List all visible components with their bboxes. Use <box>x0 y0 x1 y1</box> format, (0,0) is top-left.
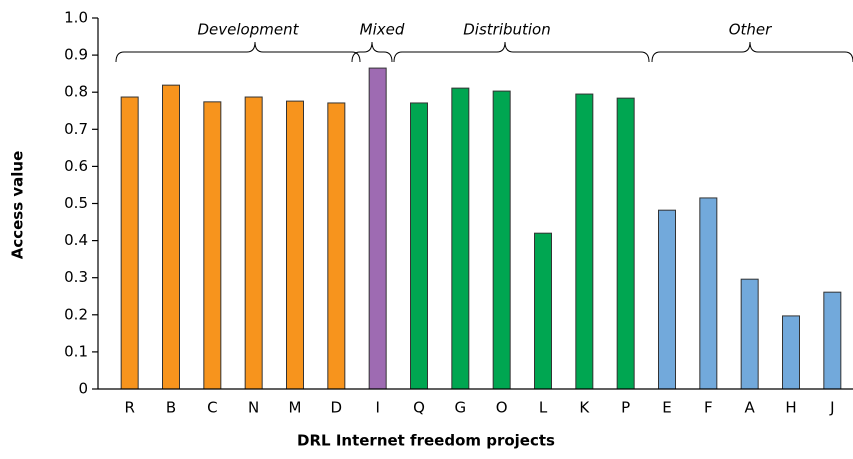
x-tick-label: D <box>331 399 343 417</box>
x-tick-label: A <box>745 399 756 417</box>
bar <box>492 90 511 390</box>
group-brace <box>115 41 361 63</box>
bar <box>120 96 139 390</box>
x-tick-label: N <box>248 399 259 417</box>
x-tick-label: L <box>539 399 548 417</box>
y-tick-label: 0.2 <box>64 305 88 323</box>
bar <box>244 96 263 390</box>
bar <box>368 67 387 390</box>
bar <box>327 102 346 390</box>
bar <box>451 87 470 390</box>
x-tick-label: F <box>704 399 713 417</box>
bar <box>575 93 594 390</box>
bar <box>740 278 759 390</box>
group-brace <box>393 41 650 63</box>
bar <box>782 315 800 390</box>
y-tick-label: 0.5 <box>64 194 88 212</box>
y-tick-label: 0 <box>78 380 88 398</box>
x-tick-label: Q <box>413 399 425 417</box>
group-label: Mixed <box>360 21 405 39</box>
x-tick-label: C <box>207 399 217 417</box>
x-tick-label: G <box>455 399 467 417</box>
x-tick-label: M <box>289 399 302 417</box>
group-label: Distribution <box>463 21 551 39</box>
bar <box>410 102 428 390</box>
x-tick-label: P <box>621 399 630 417</box>
x-tick-label: E <box>662 399 671 417</box>
bar <box>658 209 676 390</box>
group-label: Other <box>729 21 772 39</box>
x-tick-label: I <box>375 399 379 417</box>
bar <box>699 197 718 390</box>
y-tick-label: 1.0 <box>64 9 88 27</box>
bar <box>823 291 842 390</box>
x-tick-label: J <box>829 399 834 417</box>
y-tick-label: 0.4 <box>64 231 88 249</box>
x-tick-label: K <box>579 399 590 417</box>
x-tick-label: R <box>124 399 134 417</box>
bar <box>162 84 180 390</box>
bar <box>286 100 304 390</box>
x-tick-label: O <box>496 399 508 417</box>
y-tick-label: 0.1 <box>64 342 88 360</box>
y-tick-label: 0.8 <box>64 83 88 101</box>
group-brace <box>651 41 853 63</box>
x-tick-label: B <box>166 399 176 417</box>
group-brace <box>351 41 393 63</box>
y-tick-label: 0.3 <box>64 268 88 286</box>
y-tick-label: 0.6 <box>64 157 88 175</box>
y-tick-label: 0.9 <box>64 46 88 64</box>
bar <box>534 232 552 390</box>
y-tick-label: 0.7 <box>64 120 88 138</box>
y-axis-label: Access value <box>9 151 27 260</box>
x-tick-label: H <box>785 399 796 417</box>
bar <box>203 101 222 390</box>
bar <box>616 97 635 390</box>
x-axis-label: DRL Internet freedom projects <box>297 432 555 450</box>
group-label: Development <box>198 21 300 39</box>
